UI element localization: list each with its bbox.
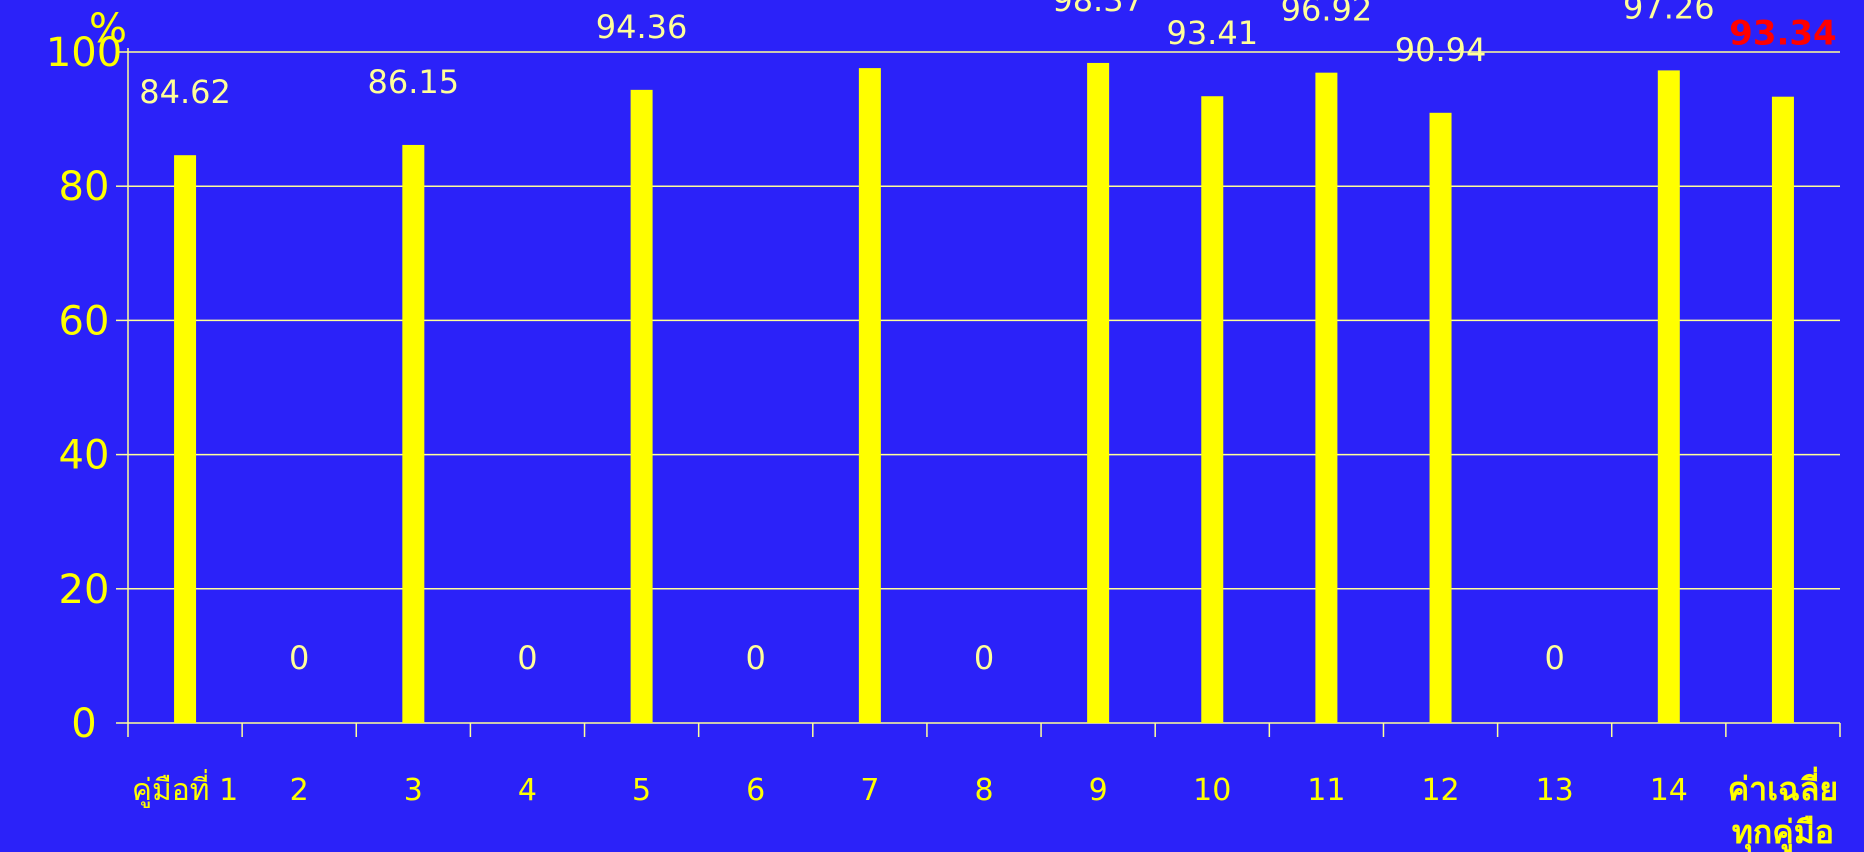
x-tick-label: 12 [1421,773,1459,808]
data-label: 0 [289,639,309,677]
bar [1771,96,1794,723]
y-tick-label: 20 [59,567,110,613]
x-tick-label: 7 [860,773,879,808]
value-labels: 84.62 0 86.15 0 94.36 0 0 98.37 93.41 96.92 90.94 0… [139,0,1836,677]
x-tick-label: 3 [404,773,423,808]
y-tick-label: 40 [59,433,110,479]
y-tick-label: 80 [59,164,110,210]
x-tick-label: 11 [1307,773,1345,808]
bar [1201,96,1224,724]
bar [174,155,197,723]
bar [1087,62,1110,723]
x-tick-label: ทุกคู่มือ [1732,813,1834,852]
bar [1429,112,1452,723]
data-label: 90.94 [1395,31,1487,69]
x-tick-labels: คู่มือที่ 1 2 3 4 5 6 7 8 9 10 11 12 13 14 ค่าเฉลี่ยทุ… [132,766,1838,852]
y-tick-label: 60 [59,298,110,344]
x-tick-label: ค่าเฉลี่ย [1728,766,1838,808]
x-tick-label: 8 [974,773,993,808]
gridlines [128,51,1840,590]
bar [1657,70,1680,724]
data-label: 0 [517,639,537,677]
data-label: 98.37 [1052,0,1144,19]
bars [174,62,1794,724]
data-label: 86.15 [368,63,460,101]
x-tick-label: 14 [1650,773,1688,808]
y-tick-labels: 0 20 40 60 80 100 [46,30,122,747]
y-tick-label: 0 [71,701,96,747]
x-tick-label: 4 [518,773,537,808]
data-label: 0 [974,639,994,677]
bar [858,68,881,723]
y-axis-unit-label: % [89,6,127,52]
data-label: 97.26 [1623,0,1715,26]
x-tick-label: 5 [632,773,651,808]
data-label: 93.34 [1729,14,1837,54]
y-tick-label: 100 [46,30,122,76]
x-tick-label: 6 [746,773,765,808]
data-label: 0 [746,639,766,677]
data-label: 84.62 [139,73,231,111]
data-label: 0 [1544,639,1564,677]
data-label: 94.36 [596,8,688,46]
x-tick-label: 10 [1193,773,1231,808]
bar [630,89,653,723]
data-label: 96.92 [1281,0,1373,29]
x-tick-label: 13 [1536,773,1574,808]
x-tick-label: คู่มือที่ 1 [132,769,238,808]
data-label: 93.41 [1166,14,1258,52]
x-tick-label: 9 [1089,773,1108,808]
axes [116,48,1841,737]
bar [1315,72,1338,723]
x-tick-label: 2 [290,773,309,808]
bar [402,144,425,724]
